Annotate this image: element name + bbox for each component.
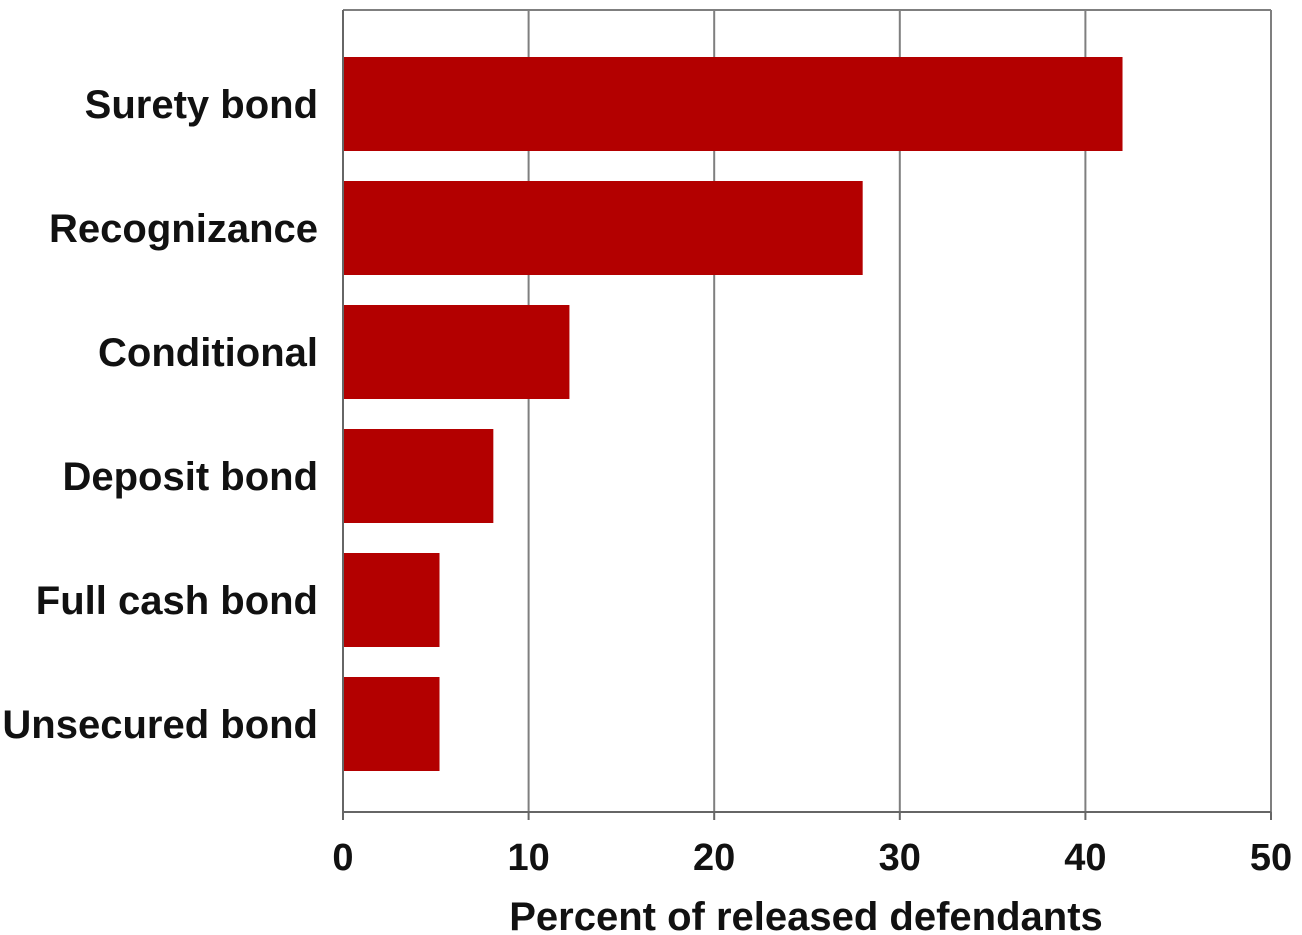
bar-surety-bond [343, 57, 1123, 151]
x-tick-label-50: 50 [1250, 837, 1292, 879]
bars [343, 57, 1123, 771]
x-tick-label-40: 40 [1064, 837, 1106, 879]
bar-recognizance [343, 181, 863, 275]
bar-full-cash-bond [343, 553, 440, 647]
category-label-unsecured-bond: Unsecured bond [2, 703, 318, 747]
x-tick-labels: 0 10 20 30 40 50 [332, 837, 1292, 879]
x-tick-label-10: 10 [507, 837, 549, 879]
category-label-full-cash-bond: Full cash bond [36, 579, 318, 623]
category-label-recognizance: Recognizance [49, 207, 318, 251]
category-label-conditional: Conditional [98, 331, 318, 375]
x-tick-label-30: 30 [879, 837, 921, 879]
x-tick-label-20: 20 [693, 837, 735, 879]
category-label-surety-bond: Surety bond [85, 83, 318, 127]
x-axis-title: Percent of released defendants [509, 895, 1103, 935]
bar-conditional [343, 305, 570, 399]
bar-deposit-bond [343, 429, 494, 523]
category-labels: Surety bond Recognizance Conditional Deposi… [2, 83, 318, 747]
category-label-deposit-bond: Deposit bond [62, 455, 318, 499]
bar-unsecured-bond [343, 677, 440, 771]
x-tick-label-0: 0 [332, 837, 353, 879]
axes [342, 9, 1272, 820]
